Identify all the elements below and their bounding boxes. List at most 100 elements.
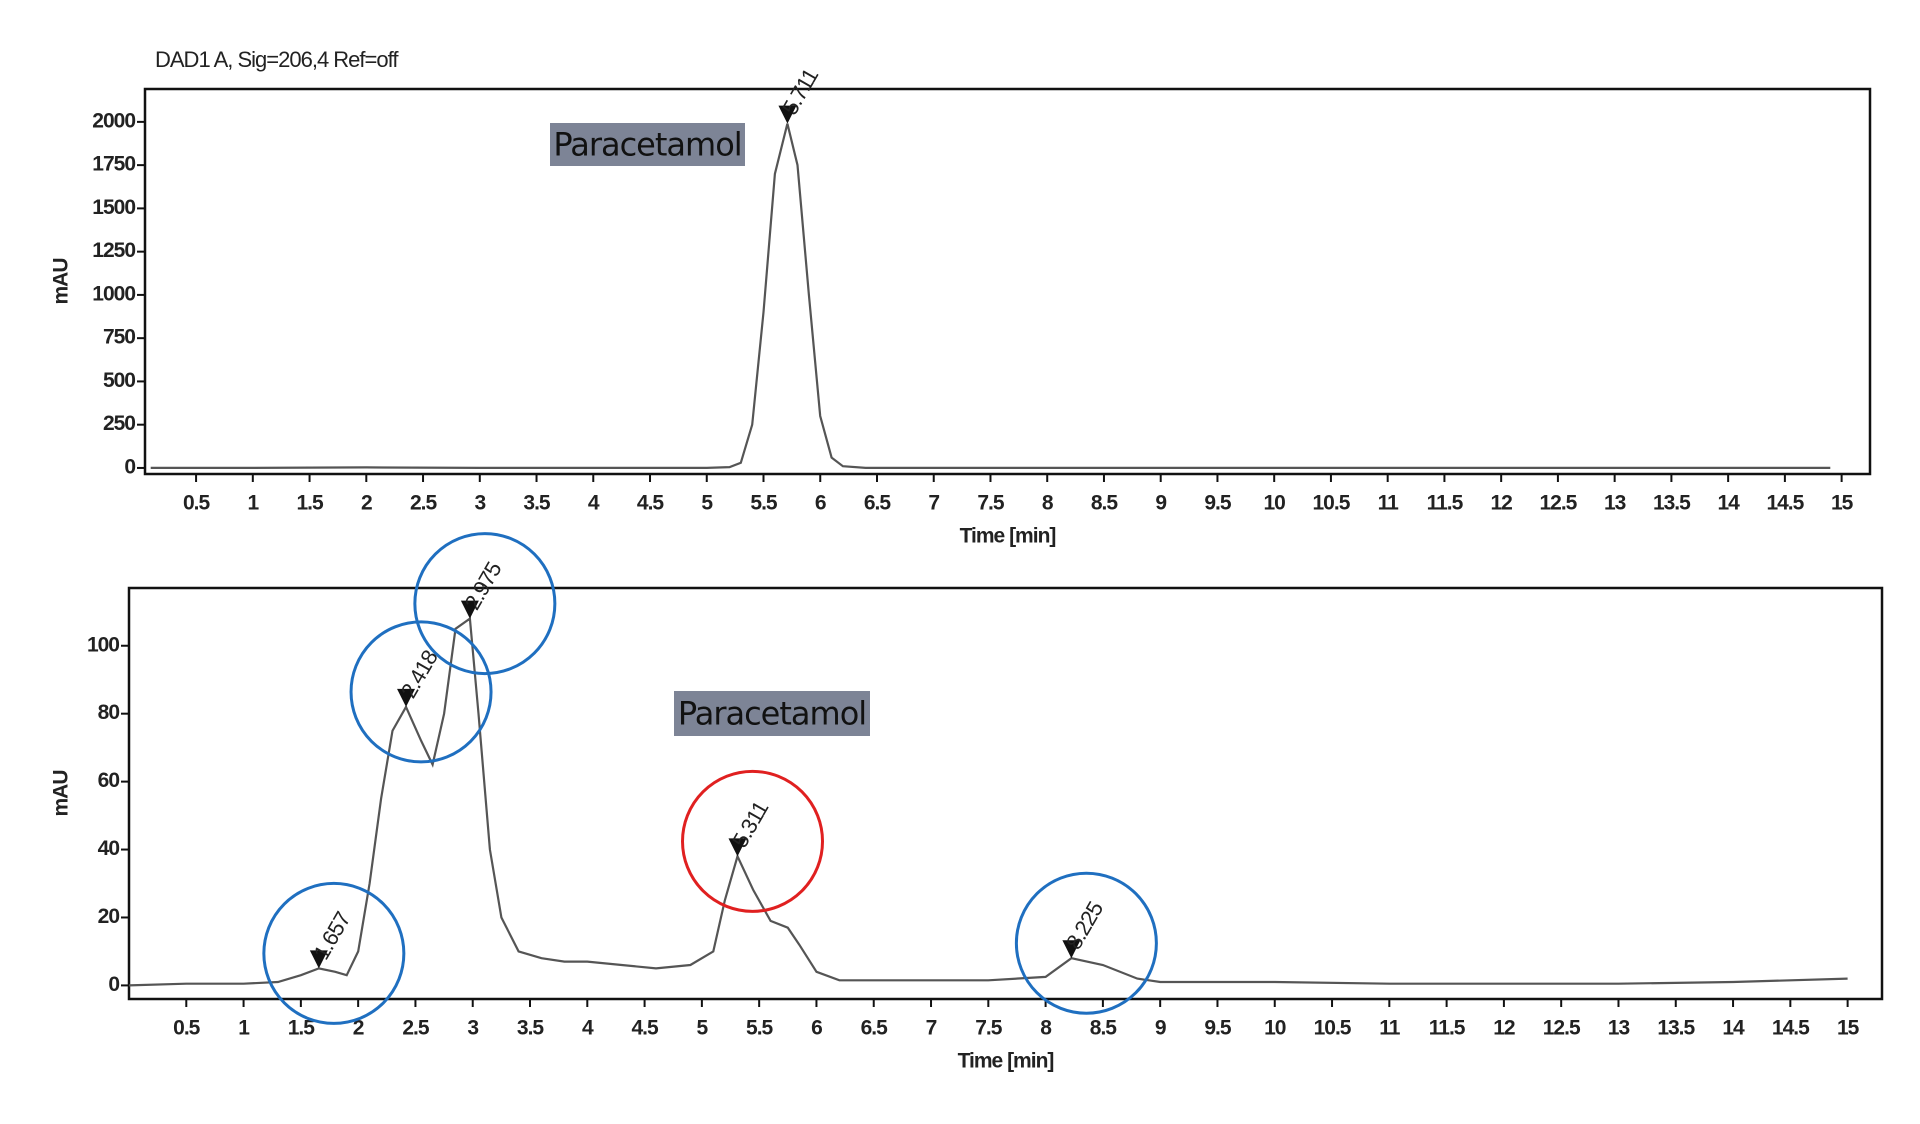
peak-marker (1062, 940, 1081, 959)
x-tick-label: 7 (928, 492, 939, 515)
x-tick-label: 4 (588, 492, 600, 515)
peak-highlight (413, 532, 557, 676)
y-tick-label: 750 (103, 326, 135, 349)
x-tick-label: 13 (1608, 1017, 1630, 1040)
x-tick-label: 14 (1717, 492, 1740, 515)
x-tick-label: 2.5 (410, 492, 438, 515)
x-tick-label: 5 (697, 1017, 709, 1040)
x-tick-label: 7.5 (975, 1017, 1003, 1040)
x-tick-label: 3.5 (523, 492, 551, 515)
x-tick-label: 3 (474, 492, 485, 515)
y-tick-label: 1500 (92, 196, 135, 219)
x-tick-label: 13.5 (1657, 1017, 1695, 1040)
signal-line (150, 123, 1831, 469)
x-tick-label: 13 (1604, 492, 1626, 515)
x-tick-label: 7 (926, 1017, 937, 1040)
x-tick-label: 1.5 (288, 1017, 316, 1040)
y-axis-label: mAU (50, 258, 73, 304)
peak-highlight (349, 620, 493, 764)
y-tick-label: 1250 (92, 239, 135, 262)
y-tick-label: 2000 (92, 109, 135, 132)
x-tick-label: 11 (1378, 492, 1400, 515)
x-tick-label: 12 (1490, 492, 1512, 515)
peak-highlight (681, 769, 825, 913)
x-tick-label: 13.5 (1653, 492, 1691, 515)
x-tick-label: 14 (1722, 1017, 1745, 1040)
x-axis-label: Time [min] (958, 1050, 1054, 1073)
x-tick-label: 5 (701, 492, 713, 515)
y-tick-label: 80 (98, 701, 120, 724)
x-tick-label: 6 (811, 1017, 822, 1040)
peak-marker (728, 838, 747, 857)
x-tick-label: 3.5 (517, 1017, 545, 1040)
peak-marker (460, 600, 479, 619)
x-tick-label: 10 (1264, 492, 1286, 515)
x-tick-label: 2 (361, 492, 372, 515)
y-tick-label: 0 (124, 455, 135, 478)
x-tick-label: 11.5 (1427, 492, 1464, 515)
x-tick-label: 3 (467, 1017, 478, 1040)
annotation-box (674, 691, 870, 736)
x-tick-label: 4.5 (637, 492, 665, 515)
x-tick-label: 2 (353, 1017, 364, 1040)
y-tick-label: 500 (103, 369, 135, 392)
plot-frame (127, 586, 1884, 1001)
annotation: Paracetamol (553, 126, 741, 164)
x-tick-label: 9.5 (1204, 1017, 1232, 1040)
peak-marker (778, 105, 797, 124)
x-tick-label: 14.5 (1772, 1017, 1810, 1040)
x-tick-label: 5.5 (746, 1017, 774, 1040)
x-tick-label: 6.5 (861, 1017, 889, 1040)
x-tick-label: 0.5 (183, 492, 211, 515)
signal-line (128, 616, 1848, 987)
x-tick-label: 12.5 (1543, 1017, 1581, 1040)
y-tick-label: 0 (108, 973, 119, 996)
peak-marker (309, 950, 328, 969)
x-tick-label: 8.5 (1091, 492, 1119, 515)
x-tick-label: 12.5 (1539, 492, 1577, 515)
plot-frame (143, 87, 1872, 476)
y-tick-label: 100 (87, 633, 119, 656)
peak-marker (397, 688, 416, 707)
x-tick-label: 4 (582, 1017, 594, 1040)
x-tick-label: 1 (238, 1017, 250, 1040)
x-tick-label: 8 (1040, 1017, 1052, 1040)
x-tick-label: 8 (1042, 492, 1054, 515)
peak-highlight (1014, 871, 1158, 1015)
x-tick-label: 14.5 (1766, 492, 1804, 515)
x-tick-label: 8.5 (1090, 1017, 1118, 1040)
x-tick-label: 5.5 (750, 492, 778, 515)
x-tick-label: 9 (1155, 492, 1166, 515)
x-tick-label: 15 (1831, 492, 1854, 515)
x-tick-label: 10.5 (1314, 1017, 1352, 1040)
y-tick-label: 60 (98, 769, 120, 792)
y-tick-label: 20 (98, 905, 120, 928)
y-tick-label: 1750 (92, 153, 135, 176)
x-tick-label: 7.5 (977, 492, 1005, 515)
peak-highlight (262, 881, 406, 1025)
y-tick-label: 250 (103, 412, 135, 435)
annotation-box (550, 123, 745, 166)
x-tick-label: 6.5 (864, 492, 892, 515)
x-tick-label: 9 (1155, 1017, 1166, 1040)
x-tick-label: 11 (1379, 1017, 1401, 1040)
x-tick-label: 1 (247, 492, 259, 515)
x-tick-label: 10 (1264, 1017, 1286, 1040)
x-tick-label: 4.5 (631, 1017, 659, 1040)
chart-title: DAD1 A, Sig=206,4 Ref=off (155, 47, 399, 72)
x-axis-label: Time [min] (960, 525, 1056, 548)
y-tick-label: 40 (98, 837, 120, 860)
x-tick-label: 0.5 (173, 1017, 201, 1040)
annotation: Paracetamol (678, 695, 866, 733)
x-tick-label: 11.5 (1429, 1017, 1466, 1040)
x-tick-label: 6 (815, 492, 826, 515)
x-tick-label: 15 (1837, 1017, 1860, 1040)
x-tick-label: 2.5 (402, 1017, 430, 1040)
x-tick-label: 9.5 (1204, 492, 1232, 515)
x-tick-label: 10.5 (1313, 492, 1351, 515)
x-tick-label: 1.5 (296, 492, 324, 515)
x-tick-label: 12 (1493, 1017, 1515, 1040)
y-axis-label: mAU (50, 770, 73, 816)
